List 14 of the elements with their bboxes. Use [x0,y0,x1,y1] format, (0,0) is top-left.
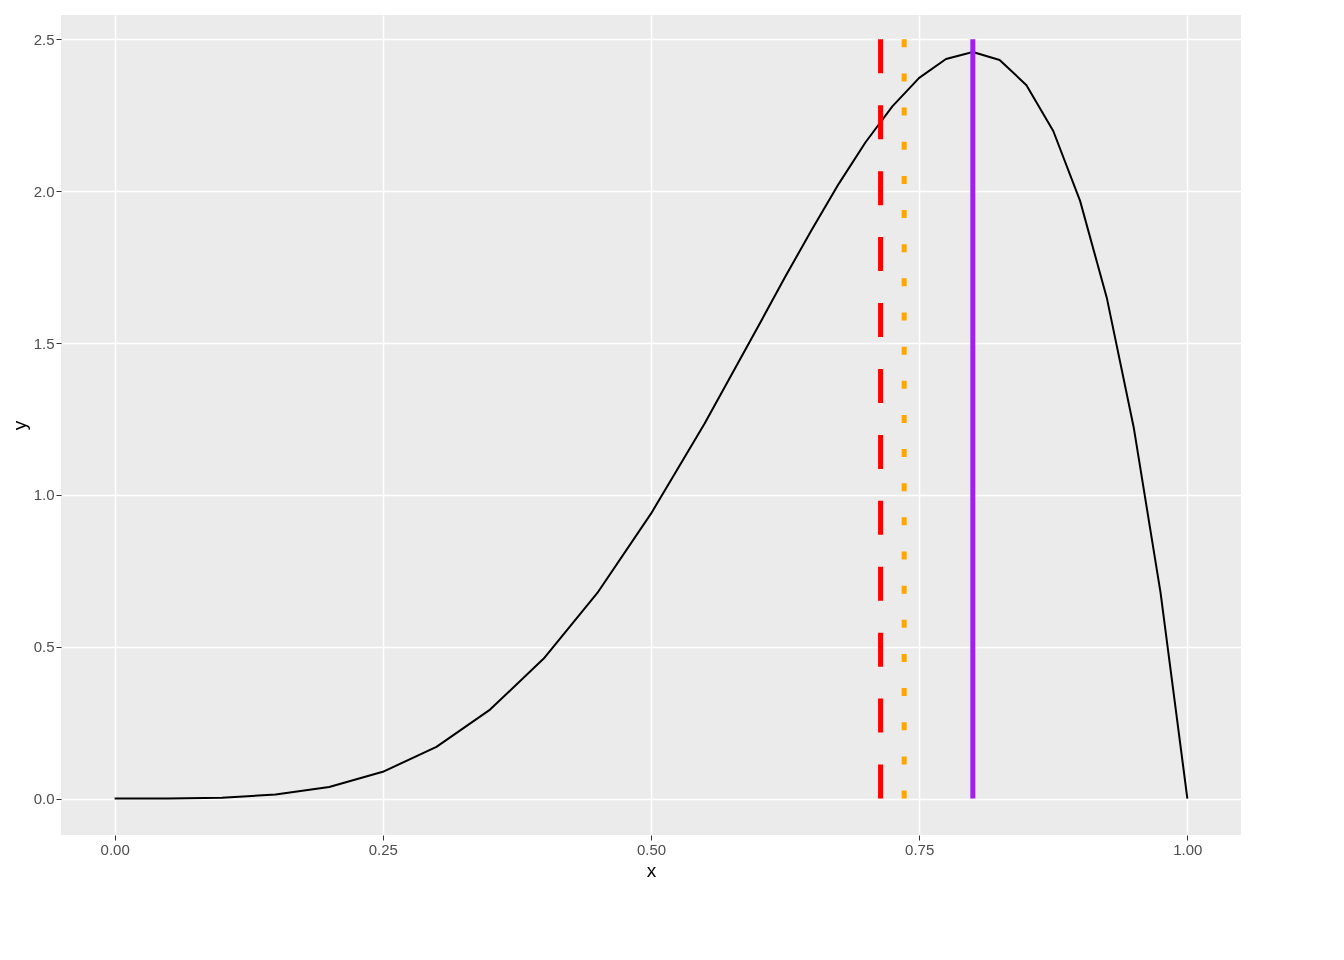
x-tick-label: 1.00 [1173,840,1203,858]
x-tick-label: 0.00 [100,840,130,858]
x-tick-label: 0.75 [905,840,935,858]
y-tick-label: 0.0 [33,790,55,808]
y-tick-label: 2.0 [33,182,55,200]
y-tick-label: 1.0 [33,486,55,504]
y-tick-label: 2.5 [33,30,55,48]
y-tick-label: 0.5 [33,638,55,656]
y-tick-label: 1.5 [33,334,55,352]
y-axis-title: y [8,420,30,431]
line-series [113,51,1189,800]
x-tick-label: 0.25 [368,840,398,858]
x-tick-label: 0.50 [636,840,667,858]
x-axis-title: x [646,859,657,881]
